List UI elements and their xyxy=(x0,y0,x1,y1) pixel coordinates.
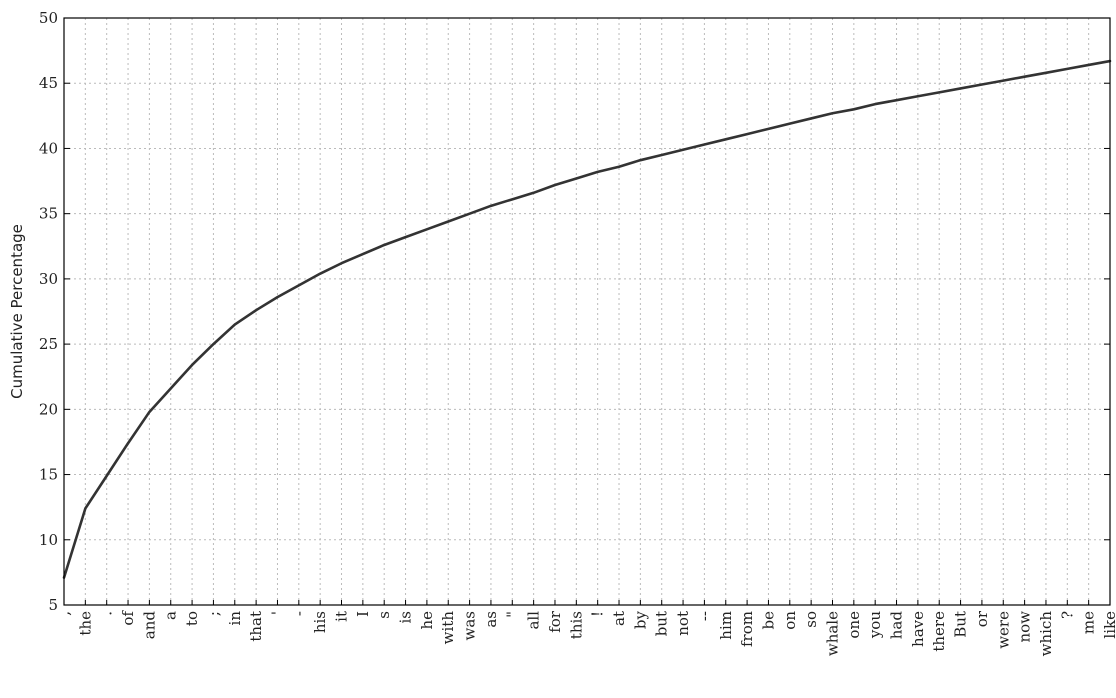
x-tick-label: a xyxy=(162,611,180,620)
y-tick-label: 45 xyxy=(39,74,58,92)
x-tick-label: not xyxy=(674,611,692,636)
x-tick-label: be xyxy=(759,611,777,630)
x-tick-label: but xyxy=(653,611,671,636)
x-tick-label: me xyxy=(1080,611,1098,634)
x-tick-label: with xyxy=(439,611,457,645)
y-tick-label: 40 xyxy=(39,139,58,157)
x-tick-label: ! xyxy=(589,611,607,617)
x-tick-label: by xyxy=(631,610,649,629)
x-tick-label: whale xyxy=(823,611,841,656)
y-axis-title: Cumulative Percentage xyxy=(8,224,26,399)
x-tick-label: which xyxy=(1037,611,1055,657)
y-tick-label: 5 xyxy=(48,596,58,614)
x-tick-label: his xyxy=(311,611,329,633)
x-tick-label: as xyxy=(482,611,500,628)
x-tick-label: this xyxy=(567,611,585,639)
x-tick-label: he xyxy=(418,611,436,630)
x-tick-label: ; xyxy=(204,611,222,616)
x-tick-label: all xyxy=(525,611,543,630)
x-tick-label: there xyxy=(930,611,948,652)
y-tick-label: 35 xyxy=(39,205,58,223)
x-tick-label: that xyxy=(247,611,265,642)
x-tick-label: you xyxy=(866,611,884,640)
x-tick-label: of xyxy=(119,610,137,626)
x-tick-label: But xyxy=(952,611,970,638)
grid-lines xyxy=(63,17,1111,606)
x-tick-label: ' xyxy=(268,611,286,615)
x-tick-label: I xyxy=(354,611,372,617)
x-tick-label: for xyxy=(546,610,564,633)
x-tick-label: from xyxy=(738,611,756,647)
x-tick-label: the xyxy=(76,611,94,636)
y-tick-label: 15 xyxy=(39,466,58,484)
y-tick-label: 30 xyxy=(39,270,58,288)
x-tick-label: ? xyxy=(1058,611,1076,619)
x-tick-label: in xyxy=(226,611,244,626)
x-tick-label: on xyxy=(781,611,799,630)
axes xyxy=(63,17,1111,606)
x-tick-label: him xyxy=(717,611,735,640)
x-tick-label: - xyxy=(290,611,308,616)
x-tick-label: . xyxy=(98,611,116,616)
y-tick-label: 25 xyxy=(39,335,58,353)
x-tick-label: to xyxy=(183,611,201,626)
y-tick-labels: 5 10 15 20 25 30 35 40 45 50 xyxy=(39,9,58,614)
x-tick-label: at xyxy=(610,611,628,626)
x-tick-label: and xyxy=(140,611,158,640)
y-tick-label: 50 xyxy=(39,9,58,27)
x-tick-label: like xyxy=(1101,611,1116,639)
y-tick-label: 20 xyxy=(39,400,58,418)
x-tick-label: or xyxy=(973,610,991,627)
x-tick-label: so xyxy=(802,611,820,628)
x-tick-label: , xyxy=(55,611,73,616)
x-tick-label: it xyxy=(333,611,351,622)
x-tick-label: was xyxy=(461,611,479,640)
plot-frame xyxy=(63,17,1111,606)
x-tick-label: -- xyxy=(695,611,713,621)
series-line xyxy=(62,59,1112,579)
series-line-group xyxy=(62,59,1112,579)
x-tick-label: one xyxy=(845,611,863,639)
x-tick-label: " xyxy=(503,611,521,618)
x-tick-label: s xyxy=(375,611,393,619)
x-tick-label: is xyxy=(397,611,415,624)
x-tick-label: were xyxy=(994,611,1012,649)
x-tick-label: now xyxy=(1016,611,1034,643)
x-tick-label: had xyxy=(888,611,906,640)
x-tick-label: have xyxy=(909,611,927,647)
y-tick-label: 10 xyxy=(39,531,58,549)
